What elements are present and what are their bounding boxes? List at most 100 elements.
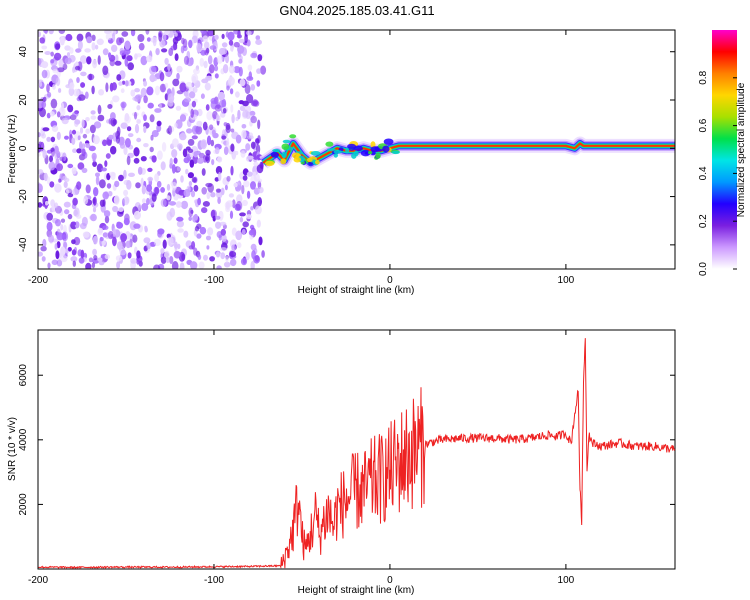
noise-blob — [115, 255, 123, 262]
noise-blob — [176, 166, 181, 172]
noise-blob — [207, 30, 215, 37]
noise-blob — [65, 33, 73, 42]
noise-blob — [77, 162, 85, 170]
noise-blob — [227, 31, 235, 41]
noise-blob — [54, 145, 59, 155]
noise-blob — [191, 135, 198, 140]
noise-blob — [221, 234, 227, 242]
noise-blob — [141, 203, 149, 211]
noise-blob — [135, 53, 142, 58]
noise-blob — [140, 87, 147, 98]
noise-blob — [205, 149, 211, 156]
noise-blob — [210, 139, 215, 147]
noise-blob — [240, 150, 246, 158]
noise-blob — [177, 228, 184, 233]
noise-blob — [180, 200, 189, 210]
noise-blob — [44, 30, 48, 35]
noise-blob — [116, 74, 122, 81]
spectral-blob — [368, 151, 373, 155]
noise-blob — [121, 31, 129, 37]
noise-blob — [147, 176, 154, 182]
noise-blob — [180, 45, 185, 54]
noise-blob — [58, 178, 62, 183]
noise-blob — [196, 233, 202, 239]
noise-blob — [91, 85, 95, 95]
noise-blob — [250, 84, 256, 91]
y-tick-label: -40 — [18, 237, 29, 252]
noise-blob — [149, 146, 154, 153]
spectral-blob — [281, 151, 287, 159]
noise-blob — [71, 129, 77, 135]
spectral-blob — [391, 150, 400, 155]
noise-blob — [216, 55, 223, 64]
noise-blob — [153, 264, 161, 269]
noise-blob — [51, 125, 59, 132]
noise-blob — [164, 57, 169, 65]
noise-blob — [50, 59, 55, 64]
noise-blob — [209, 256, 216, 262]
noise-blob — [58, 30, 66, 34]
noise-blob — [246, 30, 252, 36]
noise-blob — [257, 54, 263, 62]
noise-blob — [228, 39, 234, 46]
noise-blob — [186, 128, 193, 134]
noise-blob — [225, 200, 234, 208]
noise-blob — [181, 253, 186, 261]
x-tick-label: -200 — [28, 275, 48, 286]
noise-blob — [69, 47, 74, 54]
figure-title: GN04.2025.185.03.41.G11 — [279, 3, 434, 18]
noise-blob — [238, 38, 245, 44]
noise-blob — [250, 52, 258, 59]
y-tick-label: 6000 — [18, 364, 29, 387]
noise-blob — [60, 224, 64, 231]
spectrogram-y-ticks: -40 -20 0 20 40 — [18, 46, 675, 252]
noise-blob — [205, 156, 210, 162]
noise-blob — [38, 251, 43, 257]
noise-blob — [84, 91, 89, 99]
noise-blob — [102, 191, 109, 200]
noise-blob — [154, 85, 160, 96]
noise-blob — [176, 216, 184, 222]
noise-blob — [97, 55, 101, 65]
noise-blob — [185, 81, 193, 89]
noise-blob — [127, 62, 134, 71]
noise-blob — [144, 225, 148, 231]
noise-blob — [81, 119, 85, 128]
noise-blob — [95, 175, 100, 186]
noise-blob — [43, 172, 48, 182]
spectral-blob — [289, 134, 297, 139]
noise-blob — [81, 167, 88, 173]
noise-blob — [80, 71, 87, 77]
noise-blob — [143, 125, 147, 134]
noise-blob — [181, 37, 185, 45]
noise-blob — [192, 86, 198, 93]
noise-blob — [39, 37, 45, 44]
noise-blob — [154, 186, 160, 195]
noise-blob — [145, 30, 150, 35]
noise-blob — [153, 238, 161, 247]
spectral-blob — [382, 145, 390, 153]
colorbar-tick-label: 0.0 — [698, 262, 709, 276]
noise-blob — [183, 97, 192, 103]
noise-blob — [56, 232, 64, 241]
noise-blob — [85, 143, 91, 149]
noise-blob — [230, 258, 237, 267]
noise-blob — [133, 210, 141, 220]
noise-blob — [112, 227, 117, 238]
noise-blob — [166, 195, 171, 201]
noise-blob — [64, 57, 72, 65]
noise-blob — [256, 80, 261, 87]
noise-blob — [85, 262, 92, 269]
noise-blob — [147, 102, 154, 109]
noise-blob — [253, 161, 259, 167]
noise-blob — [201, 168, 206, 176]
noise-blob — [136, 137, 142, 143]
noise-blob — [76, 33, 84, 42]
noise-blob — [38, 202, 43, 208]
noise-blob — [211, 159, 215, 166]
noise-blob — [143, 143, 149, 148]
noise-blob — [256, 219, 261, 228]
noise-blob — [221, 135, 227, 140]
noise-blob — [237, 30, 241, 39]
noise-blob — [93, 187, 99, 197]
